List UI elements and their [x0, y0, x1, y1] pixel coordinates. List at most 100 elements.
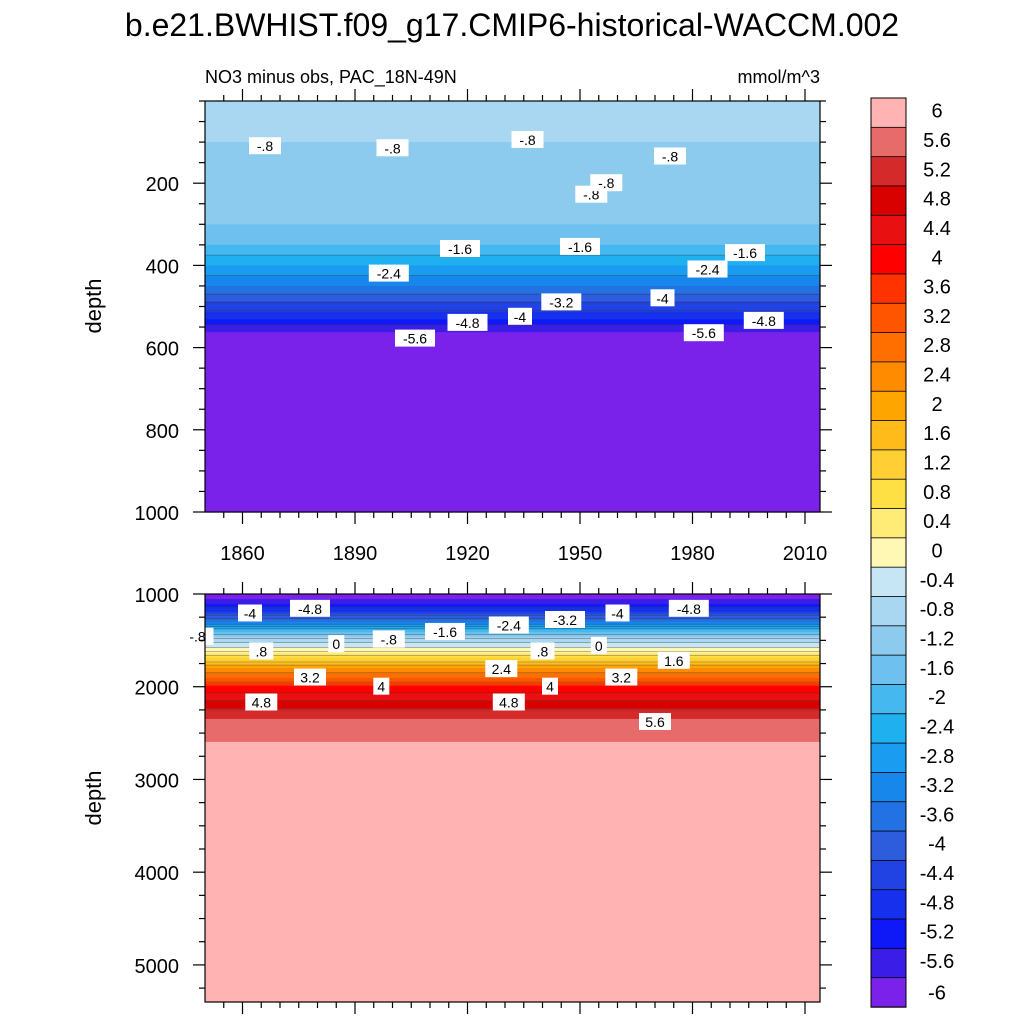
lower-field-band — [205, 966, 820, 970]
upper-field-band — [205, 380, 820, 385]
contour-label-box — [373, 677, 390, 695]
contour-label-box — [541, 293, 582, 311]
colorbar-label: -3.2 — [920, 775, 954, 797]
lower-field-band — [205, 826, 820, 830]
lower-field-band — [205, 984, 820, 988]
colorbar-box — [870, 977, 907, 1008]
colorbar-box — [870, 449, 907, 480]
colorbar-box — [870, 713, 907, 744]
contour-label: 4 — [373, 677, 390, 695]
lower-field-band — [205, 599, 820, 603]
upper-field-band — [205, 368, 820, 372]
lower-field-band — [205, 718, 820, 723]
lower-field-band — [205, 741, 820, 746]
lower-field-band — [205, 777, 820, 781]
lower-axes: 1000 2000 3000 4000 5000 — [135, 582, 832, 1014]
colorbar-label: -2.8 — [920, 746, 954, 768]
upper-field-band — [205, 506, 820, 511]
upper-field-band — [205, 373, 820, 377]
contour-label-box — [530, 642, 555, 660]
contour-label: -4.8 — [290, 599, 330, 617]
colorbar-box — [870, 478, 907, 510]
lower-field-band — [205, 683, 820, 687]
contour-label-box — [245, 693, 278, 711]
lower-field-band — [205, 905, 820, 909]
colorbar-label: 4.8 — [923, 189, 951, 211]
lower-field-band — [205, 685, 820, 689]
lower-field-band — [205, 690, 820, 695]
lower-field-band — [205, 953, 820, 957]
upper-field-band — [205, 291, 820, 295]
contour-label-box — [508, 307, 532, 325]
upper-field-band — [205, 232, 820, 236]
contour-label: -5.6 — [683, 324, 724, 342]
lower-field-band — [205, 716, 820, 720]
colorbar-box — [870, 537, 907, 568]
colorbar-label: -5.2 — [920, 922, 954, 944]
colorbar-box — [870, 859, 907, 891]
upper-field-band — [205, 360, 820, 364]
upper-field-band — [205, 101, 820, 105]
colorbar-box — [870, 654, 907, 686]
contour-label: 3.2 — [294, 668, 326, 686]
contour-label-text: -.8 — [189, 629, 206, 645]
lower-field-band — [205, 747, 820, 751]
lower-field-band — [205, 889, 820, 893]
figure-title: b.e21.BWHIST.f09_g17.CMIP6-historical-WA… — [125, 7, 899, 43]
contour-label: -1.6 — [425, 623, 465, 640]
contour-label-text: -1.6 — [448, 241, 472, 257]
contour-label-box — [605, 604, 630, 622]
contour-label-text: -4.8 — [455, 315, 479, 331]
lower-contour-labels: -4 -4.8 -.8 .8 0 -.8 -1.6 -2.4 -3.2 -4 -4.8 .8 0 1.6 3… — [181, 599, 709, 730]
upper-ylabel: depth — [81, 278, 106, 333]
lower-field-band — [205, 894, 820, 899]
contour-label-box — [654, 147, 686, 165]
contour-label-box — [485, 660, 518, 678]
contour-label: -3.2 — [545, 611, 585, 628]
contour-label-text: -2.4 — [695, 262, 719, 278]
contour-label-box — [560, 237, 600, 255]
contour-label-text: -2.4 — [377, 266, 401, 282]
upper-field-band — [205, 447, 820, 451]
colorbar-box — [870, 830, 907, 862]
lower-plot-frame — [204, 593, 821, 1003]
lower-field-band — [205, 764, 820, 768]
lower-field-band — [205, 639, 820, 644]
lower-field-band — [205, 897, 820, 901]
upper-field-band — [205, 350, 820, 354]
upper-field-band — [205, 267, 820, 272]
lower-field-band — [205, 721, 820, 725]
contour-label: 4.8 — [245, 693, 278, 711]
contour-label-text: 4 — [377, 679, 385, 695]
lower-field-band — [205, 642, 820, 646]
colorbar-box — [870, 332, 907, 363]
lower-field-band — [205, 994, 820, 998]
upper-field-band — [205, 221, 820, 225]
upper-field-band — [205, 275, 820, 279]
colorbar-label: 4.4 — [923, 218, 951, 240]
lower-field-band — [205, 657, 820, 661]
lower-field-band — [205, 798, 820, 802]
upper-field-band — [205, 352, 820, 356]
contour-label-text: 4.8 — [252, 695, 272, 711]
contour-label: -.8 — [376, 139, 409, 157]
contour-label-box — [249, 642, 274, 660]
lower-field-band — [205, 976, 820, 980]
lower-field-band — [205, 810, 820, 814]
upper-field-band — [205, 108, 820, 112]
lower-field-band — [205, 749, 820, 753]
upper-field-band — [205, 249, 820, 254]
contour-label-text: .8 — [255, 644, 267, 660]
upper-field-band — [205, 468, 820, 472]
colorbar-box — [870, 244, 907, 275]
contour-label: -4 — [650, 289, 675, 307]
lower-field-band — [205, 856, 820, 860]
colorbar-label: -0.8 — [920, 599, 954, 621]
upper-field-band — [205, 203, 820, 207]
colorbar-box — [870, 361, 907, 392]
upper-field-band — [205, 427, 820, 431]
colorbar-box — [870, 772, 907, 803]
upper-field-band — [205, 278, 820, 282]
contour-label: .8 — [249, 642, 274, 660]
contour-label-text: -4.8 — [752, 313, 776, 329]
